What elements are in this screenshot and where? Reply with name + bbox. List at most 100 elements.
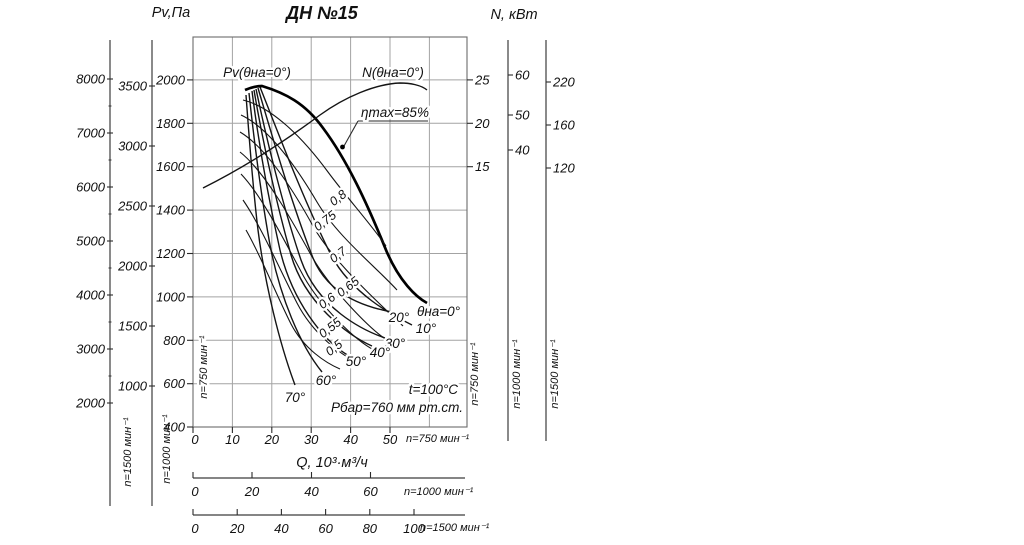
- angle-label-50deg: 50°: [346, 354, 367, 369]
- tick-label: 40: [343, 432, 358, 447]
- n-axis-n750: 25 20 15 n=750 мин⁻¹: [467, 72, 490, 406]
- tick-label: 8000: [76, 72, 106, 87]
- plot-border: [192, 36, 468, 428]
- tick-label: 20: [474, 116, 490, 131]
- tick-label: 160: [553, 118, 575, 133]
- tick-label: 50: [383, 432, 398, 447]
- q-axis-title: Q, 10³·м³/ч: [296, 455, 368, 471]
- tick-label: 40: [274, 521, 289, 536]
- pv-axis-n750: 2000 1800 1600 1400 1200 1000 800 600 40…: [155, 72, 212, 434]
- tick-label: 10: [225, 432, 240, 447]
- q-axis-n1500: 0 20 40 60 80 100 n=1500 мин⁻¹: [191, 509, 490, 536]
- q-axis-n750: 0 10 20 30 40 50 n=750 мин⁻¹ Q, 10³·м³/ч: [191, 427, 469, 471]
- tick-label: 50: [515, 108, 530, 123]
- tick-label: 60: [363, 484, 378, 499]
- tick-label: 1600: [156, 159, 186, 174]
- tick-label: 60: [515, 68, 530, 83]
- angle-label-60deg: 60°: [316, 373, 337, 388]
- n-curve-label: N(θна=0°): [362, 65, 424, 80]
- angle-label-20deg: 20°: [388, 310, 410, 325]
- tick-label: 2000: [117, 259, 148, 274]
- tick-label: 1400: [156, 203, 186, 218]
- angle-label-70deg: 70°: [285, 390, 306, 405]
- tick-label: 20: [244, 484, 260, 499]
- angle-label-30deg: 30°: [385, 336, 406, 351]
- eta-label-0.7: 0,7: [327, 243, 350, 265]
- efficiency-contours: [239, 99, 404, 370]
- tick-label: 400: [163, 419, 185, 434]
- angle-label-10deg: 10°: [416, 321, 437, 336]
- tick-label: 800: [163, 333, 185, 348]
- tick-label: 1800: [156, 116, 186, 131]
- tick-label: 7000: [76, 126, 106, 141]
- pv-curve-30deg: [255, 88, 386, 339]
- tick-label: 3500: [118, 79, 148, 94]
- eta-label-0.65: 0,65: [334, 274, 362, 300]
- tick-label: 5000: [76, 234, 106, 249]
- axis-speed-label: n=1500 мин⁻¹: [122, 417, 134, 487]
- page-title: ДН №15: [284, 3, 359, 23]
- pv-curve-40deg: [253, 89, 373, 347]
- gridlines: [193, 37, 467, 427]
- eta-contour-0.75: [240, 114, 398, 291]
- tick-label: 4000: [76, 288, 106, 303]
- tick-label: 20: [229, 521, 245, 536]
- eta-contour-0.6: [240, 173, 375, 351]
- eta-contour-0.8: [242, 99, 387, 247]
- eta-max-point: [340, 144, 345, 150]
- angle-label-40deg: 40°: [370, 345, 391, 360]
- tick-label: 220: [552, 75, 575, 90]
- eta-label-0.55: 0,55: [316, 315, 344, 341]
- pv-curve-70deg: [245, 94, 296, 386]
- tick-label: 20: [264, 432, 280, 447]
- tick-label: 1500: [118, 319, 148, 334]
- tick-label: 0: [191, 521, 199, 536]
- axis-speed-label: n=1000 мин⁻¹: [404, 486, 474, 498]
- axis-speed-label: n=1500 мин⁻¹: [420, 522, 490, 534]
- tick-label: 40: [515, 143, 530, 158]
- eta-contour-0.55: [242, 199, 358, 363]
- tick-label: 80: [363, 521, 378, 536]
- q-axis-n1000: 0 20 40 60 n=1000 мин⁻¹: [191, 472, 474, 499]
- tick-label: 2000: [75, 396, 106, 411]
- tick-label: 3000: [118, 139, 148, 154]
- eta-contour-0.7: [239, 131, 404, 327]
- pressure-axis-title: Pv,Па: [152, 5, 190, 21]
- pv-curve-label: Pv(θна=0°): [223, 65, 291, 80]
- pv-axis-n1000: 3500 3000 2500 2000 1500 1000 n=1000 мин…: [117, 40, 173, 506]
- condition-temperature: t=100°C: [409, 382, 459, 397]
- tick-label: 60: [318, 521, 333, 536]
- eta-label-0.8: 0,8: [327, 187, 349, 209]
- callout-line: [343, 120, 359, 147]
- tick-label: 1000: [156, 289, 186, 304]
- eta-contour-0.5: [245, 229, 341, 370]
- n-axis-n1000: 60 50 40 n=1000 мин⁻¹: [507, 40, 530, 441]
- tick-label: 2000: [155, 72, 186, 87]
- eta-max-label: ηmax=85%: [361, 105, 429, 120]
- tick-label: 1000: [118, 379, 148, 394]
- condition-barometric: Рбар=760 мм рт.ст.: [331, 400, 463, 415]
- tick-label: 2500: [117, 199, 148, 214]
- power-curve-0deg: [202, 82, 428, 189]
- tick-label: 0: [191, 484, 199, 499]
- tick-label: 100: [403, 521, 425, 536]
- pv-curve-0deg: [244, 84, 428, 305]
- axis-speed-label: n=1000 мин⁻¹: [161, 414, 173, 484]
- axis-speed-label: n=750 мин⁻¹: [469, 342, 481, 405]
- n-axis-n1500: 220 160 120 n=1500 мин⁻¹: [545, 40, 575, 441]
- tick-label: 600: [163, 376, 185, 391]
- eta-max-callout: [340, 120, 428, 150]
- angle-label-0deg: θна=0°: [417, 304, 461, 319]
- tick-label: 3000: [76, 342, 106, 357]
- eta-contour-0.65: [239, 151, 391, 343]
- tick-label: 120: [553, 161, 575, 176]
- axis-speed-label: n=1000 мин⁻¹: [511, 339, 523, 409]
- tick-label: 25: [474, 72, 490, 87]
- tick-label: 30: [304, 432, 319, 447]
- tick-label: 0: [191, 432, 199, 447]
- axis-speed-label: n=1500 мин⁻¹: [549, 339, 561, 409]
- pv-axis-n1500: 8000 7000 6000 5000 4000 3000 2000 n=150…: [75, 40, 134, 506]
- pv-curve-20deg: [257, 87, 393, 313]
- axis-speed-label: n=750 мин⁻¹: [406, 433, 469, 445]
